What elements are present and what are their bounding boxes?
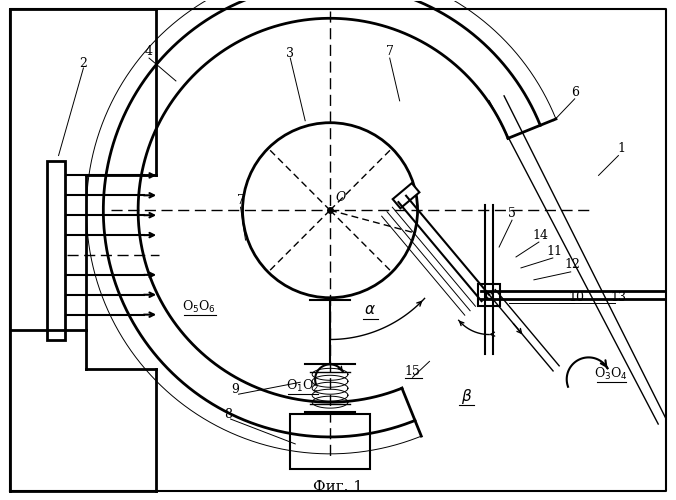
Text: 6: 6 [571,86,579,100]
Text: O$_1$O$_2$: O$_1$O$_2$ [285,378,319,394]
Text: O: O [336,192,346,204]
Polygon shape [290,414,370,469]
Text: 5: 5 [508,206,516,220]
Text: 7: 7 [386,44,393,58]
Text: 15: 15 [405,365,420,378]
Text: 12: 12 [564,258,581,272]
Text: 13: 13 [610,291,627,304]
Text: $\alpha$: $\alpha$ [364,302,376,316]
Text: 14: 14 [533,228,549,241]
Text: 11: 11 [547,246,563,258]
Text: Фиг. 1: Фиг. 1 [313,480,363,494]
Polygon shape [393,183,419,208]
Polygon shape [47,160,64,340]
Text: 10: 10 [569,291,585,304]
Polygon shape [478,284,500,306]
Text: 8: 8 [224,408,233,420]
Text: 3: 3 [286,46,294,60]
Text: O$_5$O$_6$: O$_5$O$_6$ [182,298,216,314]
Text: 9: 9 [232,382,239,396]
Text: 1: 1 [617,142,625,155]
Text: 4: 4 [145,44,153,58]
Text: 7: 7 [237,194,245,207]
Text: $\beta$: $\beta$ [460,386,472,406]
Text: 2: 2 [80,56,87,70]
Text: O$_3$O$_4$: O$_3$O$_4$ [594,366,627,382]
